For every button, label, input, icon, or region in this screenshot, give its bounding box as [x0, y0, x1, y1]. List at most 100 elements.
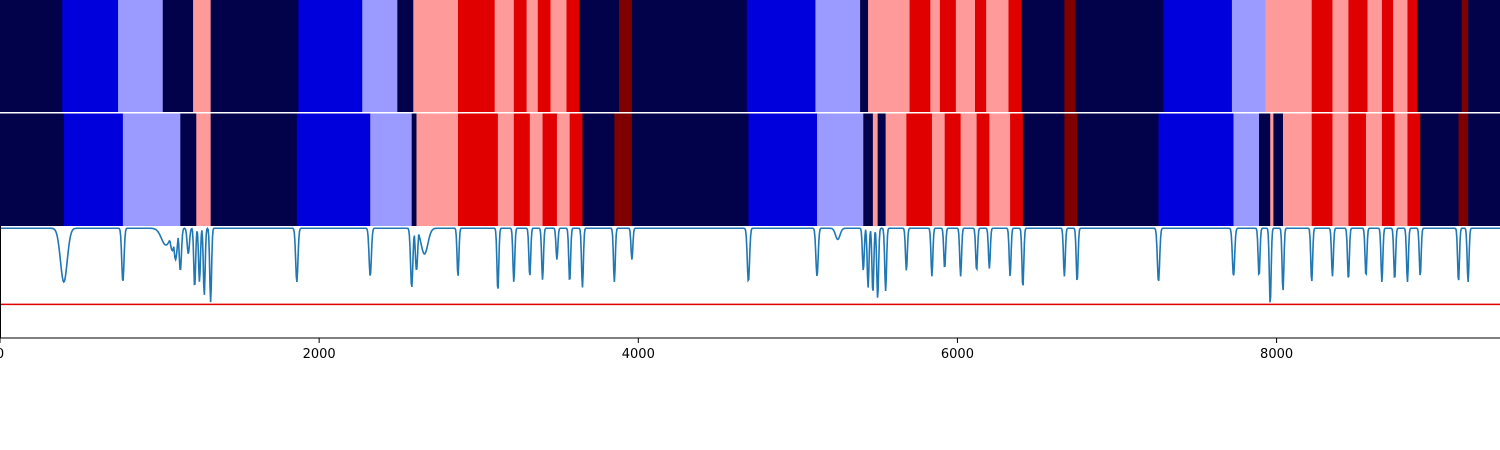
heatmap-segment — [975, 0, 987, 112]
heatmap-segment — [815, 0, 861, 112]
heatmap-segment — [1163, 0, 1233, 112]
heatmap-segment — [537, 0, 551, 112]
heatmap-segment — [631, 0, 748, 112]
heatmap-segment — [817, 113, 864, 226]
heatmap-segment — [1270, 113, 1274, 226]
heatmap-segment — [63, 113, 124, 226]
heatmap-segment — [885, 113, 907, 226]
heatmap-segment — [1259, 113, 1271, 226]
heatmap-segment — [877, 113, 886, 226]
heatmap-segment — [1393, 0, 1408, 112]
x-tick-label: 4000 — [622, 347, 655, 362]
heatmap-segment — [62, 0, 119, 112]
signal-line — [0, 226, 1500, 303]
heatmap-segment — [180, 113, 197, 226]
heatmap-segment — [298, 0, 363, 112]
heatmap-segment — [1265, 0, 1313, 112]
x-axis: 0 2000 4000 6000 8000 — [0, 226, 1500, 362]
x-tick-label: 0 — [0, 347, 4, 362]
heatmap-segment — [296, 113, 371, 226]
heatmap-segment — [193, 0, 211, 112]
heatmap-segment — [526, 0, 539, 112]
heatmap-segment — [1077, 113, 1159, 226]
heatmap-segment — [872, 113, 878, 226]
heatmap-segment — [457, 113, 499, 226]
heatmap-segment — [1010, 113, 1024, 226]
heatmap-segment — [906, 113, 933, 226]
heatmap-segment — [1311, 113, 1333, 226]
heatmap-segment — [210, 0, 299, 112]
heatmap-segment — [416, 113, 459, 226]
heatmap-segment — [210, 113, 298, 226]
heatmap-segment — [1407, 0, 1418, 112]
heatmap-segment — [1420, 113, 1459, 226]
heatmap-segment — [1273, 113, 1284, 226]
heatmap-segment — [122, 113, 181, 226]
heatmap-segment — [1367, 0, 1383, 112]
heatmap-segment — [1348, 0, 1368, 112]
heatmap-segment — [1064, 113, 1078, 226]
heatmap-segment — [566, 0, 580, 112]
heatmap-segment — [413, 0, 459, 112]
heatmap-segment — [370, 113, 412, 226]
row-separator — [0, 112, 1500, 114]
heatmap-segment — [955, 0, 976, 112]
heatmap-segment — [619, 0, 633, 112]
heatmap-segment — [1332, 0, 1349, 112]
heatmap-segment — [631, 113, 749, 226]
heatmap-segment — [614, 113, 633, 226]
heatmap-segment — [579, 0, 620, 112]
heatmap-segment — [1311, 0, 1333, 112]
heatmap-segment — [513, 0, 527, 112]
heatmap-segment — [868, 0, 910, 112]
heatmap-segment — [860, 0, 869, 112]
x-tick-label: 8000 — [1260, 347, 1293, 362]
heatmap-segment — [976, 113, 990, 226]
heatmap-segment — [930, 0, 941, 112]
heatmap-segment — [556, 113, 570, 226]
heatmap-segment — [746, 0, 816, 112]
heatmap-segment — [196, 113, 211, 226]
heatmap-segment — [118, 0, 164, 112]
heatmap-segment — [944, 113, 961, 226]
heatmap-segment — [550, 0, 567, 112]
heatmap-segment — [411, 113, 417, 226]
heatmap-segment — [0, 0, 63, 112]
x-tick-label: 2000 — [303, 347, 336, 362]
heatmap-segment — [1407, 113, 1421, 226]
heatmap-segment — [162, 0, 194, 112]
signal-panel — [0, 226, 1500, 306]
heatmap-segment — [1461, 0, 1469, 112]
heatmap-segment — [748, 113, 818, 226]
heatmap-segment — [986, 0, 1009, 112]
heatmap-segment — [1231, 0, 1266, 112]
heatmap-segment — [1381, 0, 1394, 112]
heatmap-segment — [931, 113, 945, 226]
heatmap-segment — [909, 0, 931, 112]
heatmap-segment — [497, 113, 515, 226]
heatmap-segment — [1394, 113, 1408, 226]
heatmap-segment — [513, 113, 531, 226]
heatmap-segment — [1417, 0, 1462, 112]
heatmap-segment — [542, 113, 558, 226]
heatmap-segment — [1008, 0, 1022, 112]
heatmap-segment — [1064, 0, 1076, 112]
heatmap-segment — [397, 0, 414, 112]
heatmap-segment — [1158, 113, 1234, 226]
heatmap-segment — [582, 113, 615, 226]
heatmap-segment — [494, 0, 515, 112]
heatmap-segment — [362, 0, 398, 112]
heatmap-segment — [1332, 113, 1349, 226]
heatmap-segment — [1233, 113, 1260, 226]
heatmap-segment — [1468, 0, 1500, 112]
heatmap-segment — [1365, 113, 1383, 226]
heatmap-segment — [1468, 113, 1500, 226]
heatmap-segment — [960, 113, 977, 226]
heatmap-segment — [569, 113, 583, 226]
heatmap-segment — [1075, 0, 1164, 112]
heatmap-segment — [1022, 113, 1065, 226]
heatmap-segment — [1348, 113, 1367, 226]
heatmap-segment — [1458, 113, 1469, 226]
heatmap-segment — [989, 113, 1011, 226]
